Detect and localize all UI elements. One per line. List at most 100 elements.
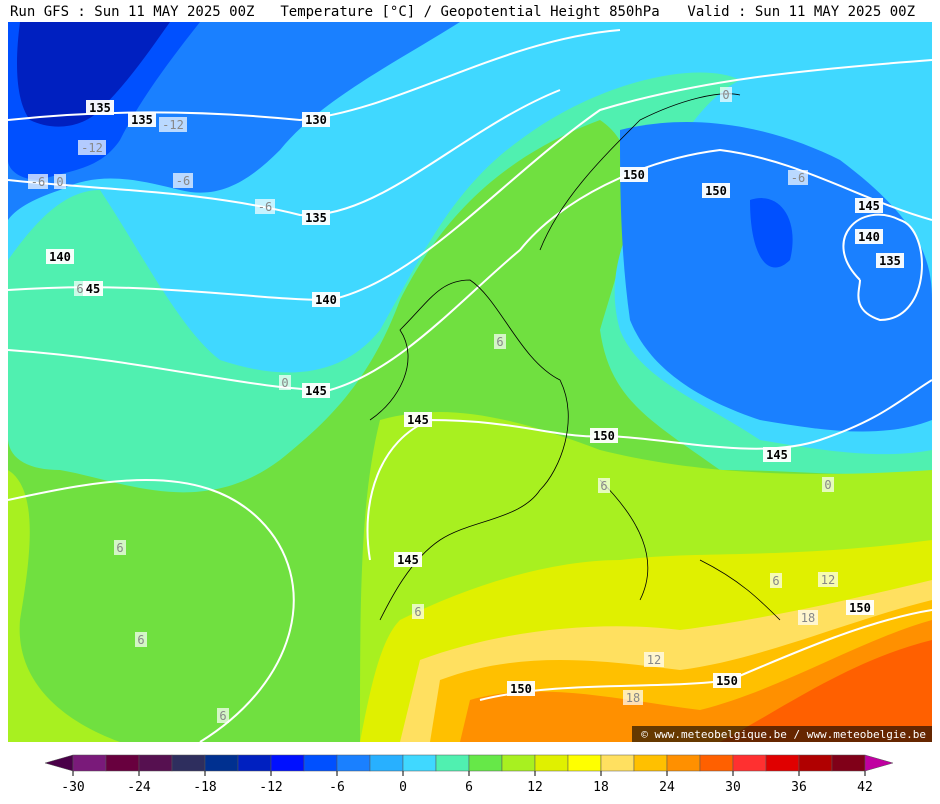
colorbar-swatch — [402, 754, 437, 772]
label-box — [54, 174, 66, 189]
height-label: 140 — [315, 293, 337, 307]
colorbar-tick-label: -6 — [329, 780, 345, 795]
label-box — [173, 173, 193, 188]
label-box — [159, 117, 187, 132]
colorbar-swatch — [732, 754, 767, 772]
temperature-label: -6 — [176, 174, 190, 188]
temperature-label: 12 — [647, 653, 661, 667]
height-label: 150 — [705, 184, 727, 198]
label-box — [620, 167, 648, 182]
temperature-label: -6 — [31, 175, 45, 189]
colorbar-tick-label: -18 — [193, 780, 216, 795]
colorbar-tick-label: 6 — [465, 780, 473, 795]
label-box — [644, 652, 664, 667]
height-label: 150 — [593, 429, 615, 443]
colorbar-tick-label: 12 — [527, 780, 543, 795]
colorbar-swatch — [765, 754, 800, 772]
label-box — [83, 281, 103, 296]
colorbar-tick-label: 0 — [399, 780, 407, 795]
label-box — [128, 112, 156, 127]
label-box — [404, 412, 432, 427]
label-box — [798, 610, 818, 625]
label-box — [394, 552, 422, 567]
colorbar-tick-label: 30 — [725, 780, 741, 795]
colorbar-swatch — [105, 754, 140, 772]
label-box — [590, 428, 618, 443]
label-box — [86, 100, 114, 115]
watermark: © www.meteobelgique.be / www.meteobelgie… — [641, 728, 926, 741]
height-label: 140 — [858, 230, 880, 244]
temperature-label: 6 — [496, 335, 503, 349]
colorbar-swatch — [534, 754, 569, 772]
label-box — [822, 477, 834, 492]
temperature-label: 0 — [824, 478, 831, 492]
valid-label: Valid : Sun 11 MAY 2025 00Z — [687, 4, 915, 20]
label-box — [713, 673, 741, 688]
colorbar-swatch — [369, 754, 404, 772]
watermark-box — [632, 726, 932, 742]
height-label: 150 — [849, 601, 871, 615]
height-label: 150 — [510, 682, 532, 696]
label-box — [28, 174, 48, 189]
colorbar-tick-label: -24 — [127, 780, 151, 795]
temperature-label: 0 — [281, 376, 288, 390]
colorbar-tick-label: -30 — [61, 780, 84, 795]
label-box — [763, 447, 791, 462]
temperature-label: 6 — [414, 605, 421, 619]
height-label: 135 — [879, 254, 901, 268]
colorbar-swatch — [72, 754, 107, 772]
temperature-label: 6 — [772, 574, 779, 588]
colorbar-swatch — [435, 754, 470, 772]
colorbar-swatch — [699, 754, 734, 772]
label-box — [702, 183, 730, 198]
colorbar-swatch — [600, 754, 635, 772]
height-label: 145 — [407, 413, 429, 427]
colorbar-swatch — [138, 754, 173, 772]
label-box — [255, 199, 275, 214]
label-box — [720, 87, 732, 102]
temperature-label: -12 — [162, 118, 184, 132]
colorbar-tick-label: -12 — [259, 780, 282, 795]
temperature-label: 6 — [219, 709, 226, 723]
label-box — [876, 253, 904, 268]
temperature-label: 6 — [76, 282, 83, 296]
height-label: 45 — [86, 282, 100, 296]
temperature-label: 0 — [722, 88, 729, 102]
colorbar-swatch — [204, 754, 239, 772]
temperature-label: -12 — [81, 141, 103, 155]
temperature-label: 18 — [626, 691, 640, 705]
colorbar-swatch — [798, 754, 833, 772]
temperature-label: 12 — [821, 573, 835, 587]
label-box — [855, 229, 883, 244]
colorbar-swatch — [831, 754, 866, 772]
label-box — [279, 375, 291, 390]
colorbar-swatch — [633, 754, 668, 772]
label-box — [217, 708, 229, 723]
label-box — [312, 292, 340, 307]
label-box — [788, 170, 808, 185]
height-label: 145 — [305, 384, 327, 398]
label-box — [302, 383, 330, 398]
height-label: 150 — [623, 168, 645, 182]
height-label: 135 — [131, 113, 153, 127]
height-label: 135 — [305, 211, 327, 225]
colorbar-swatch — [567, 754, 602, 772]
map-title: Temperature [°C] / Geopotential Height 8… — [280, 4, 659, 20]
colorbar-tick-label: 36 — [791, 780, 807, 795]
height-label: 135 — [89, 101, 111, 115]
colorbar-tick-label: 42 — [857, 780, 873, 795]
colorbar-end — [864, 754, 894, 772]
label-box — [598, 478, 610, 493]
temperature-label: 6 — [116, 541, 123, 555]
colorbar-swatch — [501, 754, 536, 772]
label-box — [46, 249, 74, 264]
colorbar-tick-label: 24 — [659, 780, 675, 795]
label-box — [135, 632, 147, 647]
label-box — [818, 572, 838, 587]
run-label: Run GFS : Sun 11 MAY 2025 00Z — [10, 4, 254, 20]
colorbar-swatch — [468, 754, 503, 772]
label-box — [494, 334, 506, 349]
temperature-label: -6 — [791, 171, 805, 185]
colorbar-end — [44, 754, 74, 772]
label-box — [855, 198, 883, 213]
